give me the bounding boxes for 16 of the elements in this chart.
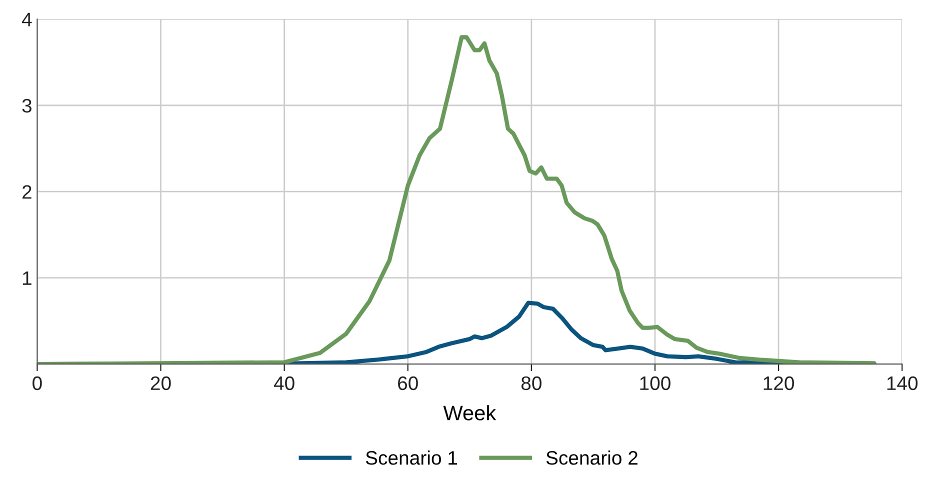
x-tick-label: 60: [398, 376, 418, 390]
x-axis-title: Week: [443, 405, 496, 420]
legend-label: Scenario 2: [546, 450, 638, 465]
line-series: [37, 35, 876, 364]
x-tick-label: 0: [32, 376, 42, 390]
x-tick-label: 140: [887, 376, 918, 390]
legend-label: Scenario 1: [366, 450, 458, 465]
x-tick-label: 100: [640, 376, 670, 390]
y-tick-label: 3: [22, 98, 32, 113]
y-tick-label: 1: [23, 271, 32, 285]
x-tick-label: 20: [150, 376, 171, 390]
x-tick-label: 120: [764, 376, 794, 390]
y-tick-label: 4: [22, 12, 32, 26]
x-tick-label: 80: [521, 376, 542, 390]
y-tick-label: 2: [22, 185, 32, 199]
x-tick-label: 40: [274, 376, 294, 390]
